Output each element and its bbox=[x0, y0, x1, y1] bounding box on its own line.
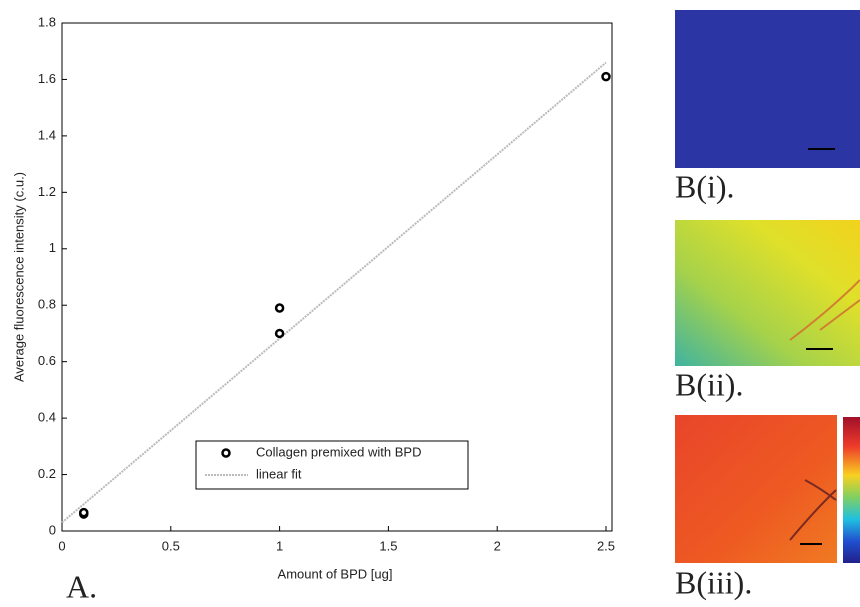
legend-marker bbox=[221, 448, 231, 458]
y-tick-label: 1.2 bbox=[38, 184, 56, 199]
y-tick-label: 0.8 bbox=[38, 297, 56, 312]
x-tick-label: 2 bbox=[494, 538, 501, 553]
y-tick-label: 0.6 bbox=[38, 353, 56, 368]
y-tick-label: 1.8 bbox=[38, 14, 56, 29]
y-tick-label: 1 bbox=[49, 240, 56, 255]
y-axis-label: Average fluorescence intensity (c.u.) bbox=[11, 172, 26, 382]
panel-label: B(iii). bbox=[675, 564, 752, 600]
legend-label: linear fit bbox=[256, 466, 302, 481]
x-tick-label: 1 bbox=[276, 538, 283, 553]
y-tick-label: 0.2 bbox=[38, 466, 56, 481]
y-tick-label: 1.4 bbox=[38, 127, 56, 142]
image-texture bbox=[789, 279, 860, 341]
x-tick-label: 0 bbox=[58, 538, 65, 553]
plot-frame bbox=[61, 22, 613, 532]
legend-label: Collagen premixed with BPD bbox=[256, 444, 421, 459]
data-point bbox=[274, 328, 285, 339]
x-axis-label: Amount of BPD [ug] bbox=[278, 566, 393, 581]
fit-line bbox=[61, 61, 607, 524]
legend: Collagen premixed with BPD linear fit bbox=[195, 440, 469, 490]
y-tick-label: 0 bbox=[49, 522, 56, 537]
image-b-i bbox=[675, 10, 860, 168]
panel-label: B(ii). bbox=[675, 366, 743, 402]
data-point bbox=[601, 71, 611, 82]
y-tick-label: 0.4 bbox=[38, 410, 56, 425]
colorbar bbox=[843, 417, 860, 563]
panel-label: B(i). bbox=[675, 168, 735, 204]
data-point bbox=[274, 303, 285, 313]
x-tick-label: 2.5 bbox=[597, 538, 615, 553]
image-b-ii bbox=[675, 220, 860, 366]
y-tick-label: 1.6 bbox=[38, 71, 56, 86]
legend-box bbox=[195, 440, 469, 490]
x-tick-label: 0.5 bbox=[162, 538, 180, 553]
panel-label: A. bbox=[66, 568, 97, 604]
image-texture bbox=[789, 479, 837, 541]
data-point bbox=[79, 507, 89, 518]
x-tick-label: 1.5 bbox=[379, 538, 397, 553]
image-b-iii bbox=[675, 415, 837, 563]
